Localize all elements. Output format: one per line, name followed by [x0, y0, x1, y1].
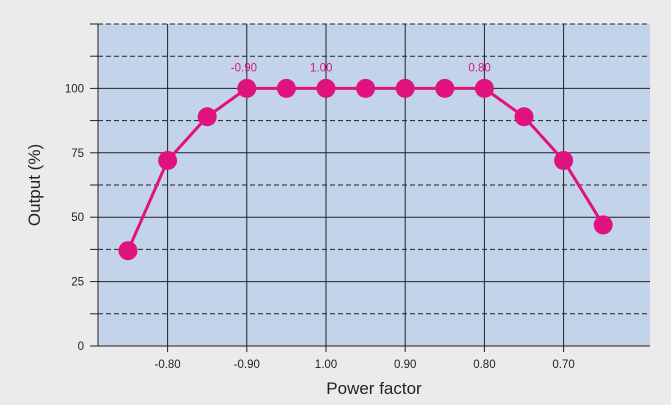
data-point	[276, 78, 296, 98]
y-tick-label: 100	[65, 83, 84, 95]
data-point	[435, 78, 455, 98]
data-labels: -0.90 1.00 0.80	[231, 62, 491, 74]
data-points	[118, 78, 613, 261]
data-point	[197, 107, 217, 127]
x-tick-label: 1.00	[315, 359, 337, 371]
data-point	[356, 78, 376, 98]
y-tick-label: 0	[78, 341, 84, 353]
x-tick-label: 0.80	[473, 359, 495, 371]
y-tick-label: 50	[71, 212, 84, 224]
y-axis-title: Output (%)	[25, 144, 44, 226]
x-tick-label: 0.70	[552, 359, 574, 371]
y-tick-label: 75	[71, 148, 84, 160]
y-axis-ticks: 0 25 50 75 100	[65, 23, 98, 353]
data-point	[316, 78, 336, 98]
data-label: 0.80	[468, 62, 490, 74]
data-point	[554, 151, 574, 171]
data-point	[593, 215, 613, 235]
x-axis-title: Power factor	[326, 379, 422, 398]
data-label: -0.90	[231, 62, 257, 74]
data-point	[395, 78, 415, 98]
x-tick-label: -0.90	[234, 359, 260, 371]
data-point	[118, 241, 138, 261]
x-axis-ticks: -0.80 -0.90 1.00 0.90 0.80 0.70	[154, 346, 575, 371]
data-point	[514, 107, 534, 127]
data-label: 1.00	[310, 62, 332, 74]
x-tick-label: 0.90	[394, 359, 416, 371]
y-tick-label: 25	[71, 277, 84, 289]
data-point	[237, 78, 257, 98]
data-point	[158, 151, 178, 171]
x-tick-label: -0.80	[154, 359, 180, 371]
data-point	[474, 78, 494, 98]
